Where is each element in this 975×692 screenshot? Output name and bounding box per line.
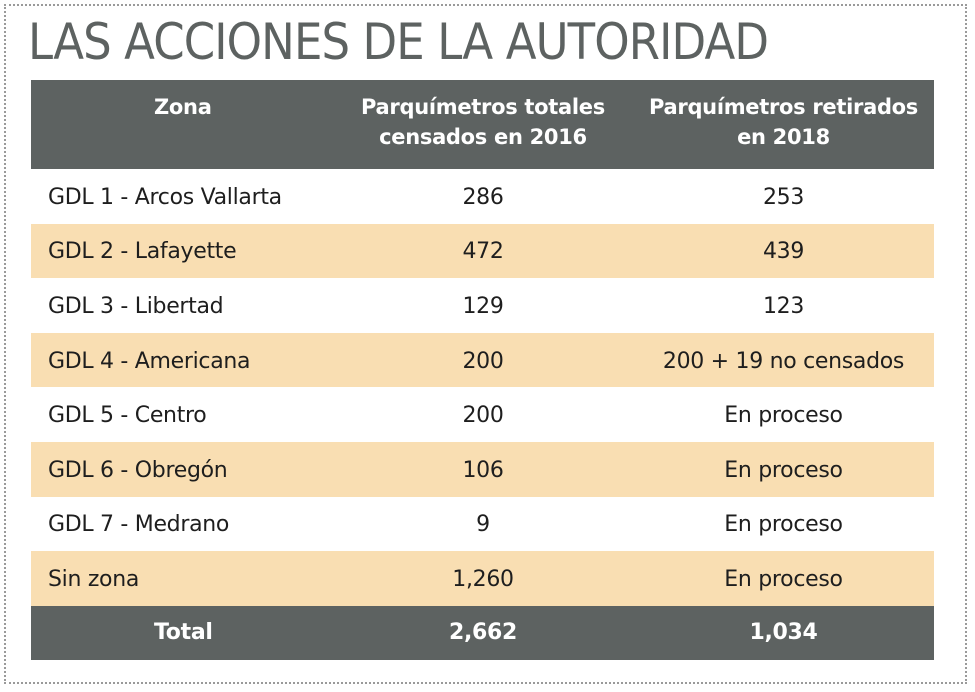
table-row: Sin zona 1,260 En proceso bbox=[31, 551, 934, 606]
table-row: GDL 7 - Medrano 9 En proceso bbox=[31, 496, 934, 552]
retirados-cell: 253 bbox=[762, 184, 805, 210]
zone-cell: GDL 6 - Obregón bbox=[48, 457, 228, 483]
zone-cell: GDL 2 - Lafayette bbox=[48, 239, 237, 265]
totales-cell: 472 bbox=[462, 239, 504, 265]
retirados-cell: En proceso bbox=[724, 403, 843, 429]
total-label: Total bbox=[154, 620, 213, 646]
retirados-cell: 200 + 19 no censados bbox=[662, 348, 905, 374]
totales-cell: 200 bbox=[462, 348, 504, 374]
header-totales: Parquímetros totales censados en 2016 bbox=[361, 95, 605, 149]
header-retirados: Parquímetros retirados en 2018 bbox=[648, 95, 918, 149]
zone-cell: GDL 4 - Americana bbox=[48, 348, 251, 374]
zone-cell: GDL 5 - Centro bbox=[48, 403, 207, 429]
retirados-cell: 123 bbox=[762, 293, 805, 319]
totales-cell: 200 bbox=[462, 403, 504, 429]
retirados-cell: En proceso bbox=[724, 512, 843, 538]
zone-cell: GDL 7 - Medrano bbox=[48, 512, 230, 538]
zone-cell: GDL 3 - Libertad bbox=[48, 293, 224, 319]
table-row: GDL 6 - Obregón 106 En proceso bbox=[31, 441, 934, 497]
zone-cell: GDL 1 - Arcos Vallarta bbox=[48, 184, 282, 210]
totales-cell: 129 bbox=[462, 293, 504, 319]
table-header-row: Zona Parquímetros totales censados en 20… bbox=[31, 80, 934, 169]
parking-meters-table: Zona Parquímetros totales censados en 20… bbox=[31, 80, 934, 660]
retirados-cell: En proceso bbox=[724, 457, 843, 483]
page-title: LAS ACCIONES DE LA AUTORIDAD bbox=[28, 13, 769, 71]
total-totales: 2,662 bbox=[448, 620, 518, 646]
totales-cell: 9 bbox=[476, 512, 490, 538]
retirados-cell: En proceso bbox=[724, 566, 843, 592]
totales-cell: 106 bbox=[462, 457, 504, 483]
header-zona: Zona bbox=[154, 95, 212, 119]
totales-cell: 286 bbox=[462, 184, 504, 210]
total-row: Total 2,662 1,034 bbox=[31, 605, 934, 660]
table-row: GDL 4 - Americana 200 200 + 19 no censad… bbox=[31, 332, 934, 388]
totales-cell: 1,260 bbox=[452, 566, 514, 592]
total-retirados: 1,034 bbox=[749, 620, 818, 646]
table-row: GDL 5 - Centro 200 En proceso bbox=[31, 387, 934, 442]
retirados-cell: 439 bbox=[762, 239, 805, 265]
table-row: GDL 2 - Lafayette 472 439 bbox=[31, 223, 934, 279]
table-row: GDL 1 - Arcos Vallarta 286 253 bbox=[31, 169, 934, 224]
zone-cell: Sin zona bbox=[48, 566, 140, 592]
infographic-frame bbox=[4, 4, 967, 684]
table-row: GDL 3 - Libertad 129 123 bbox=[31, 278, 934, 333]
